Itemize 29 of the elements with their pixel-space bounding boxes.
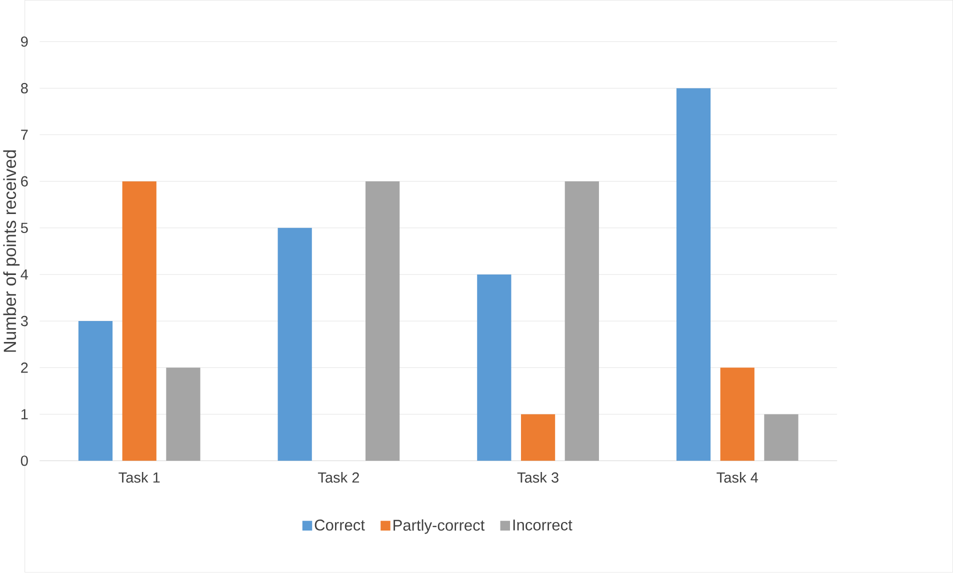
y-tick-label: 2 [21,362,28,373]
bar [520,414,556,461]
bar [366,182,400,461]
bar [477,274,512,461]
bar [676,88,711,461]
y-tick-label: 9 [21,36,28,47]
legend-label: Partly-correct [394,520,485,534]
bar [720,368,754,461]
y-tick-label: 8 [20,83,28,94]
bar [166,368,200,461]
y-tick-label: 1 [21,409,28,420]
y-tick-label: 4 [20,270,28,280]
legend-label: Incorrect [513,520,572,531]
x-tick-label: Task 4 [716,472,758,483]
y-tick-label: 0 [20,456,28,466]
y-tick-label: 3 [20,316,28,326]
bar [564,182,599,461]
y-tick-label: 7 [21,130,28,140]
x-tick-label: Task 1 [118,472,160,483]
x-tick-label: Task 3 [517,472,558,483]
bar [278,228,312,461]
bar [764,414,798,461]
bar [78,321,113,461]
x-tick-label: Task 2 [318,472,360,483]
legend-label: Correct [314,520,365,531]
y-tick-label: 6 [21,176,28,187]
y-axis-title: Number of points received [3,150,20,352]
bar [122,182,156,461]
y-tick-label: 5 [20,223,28,234]
